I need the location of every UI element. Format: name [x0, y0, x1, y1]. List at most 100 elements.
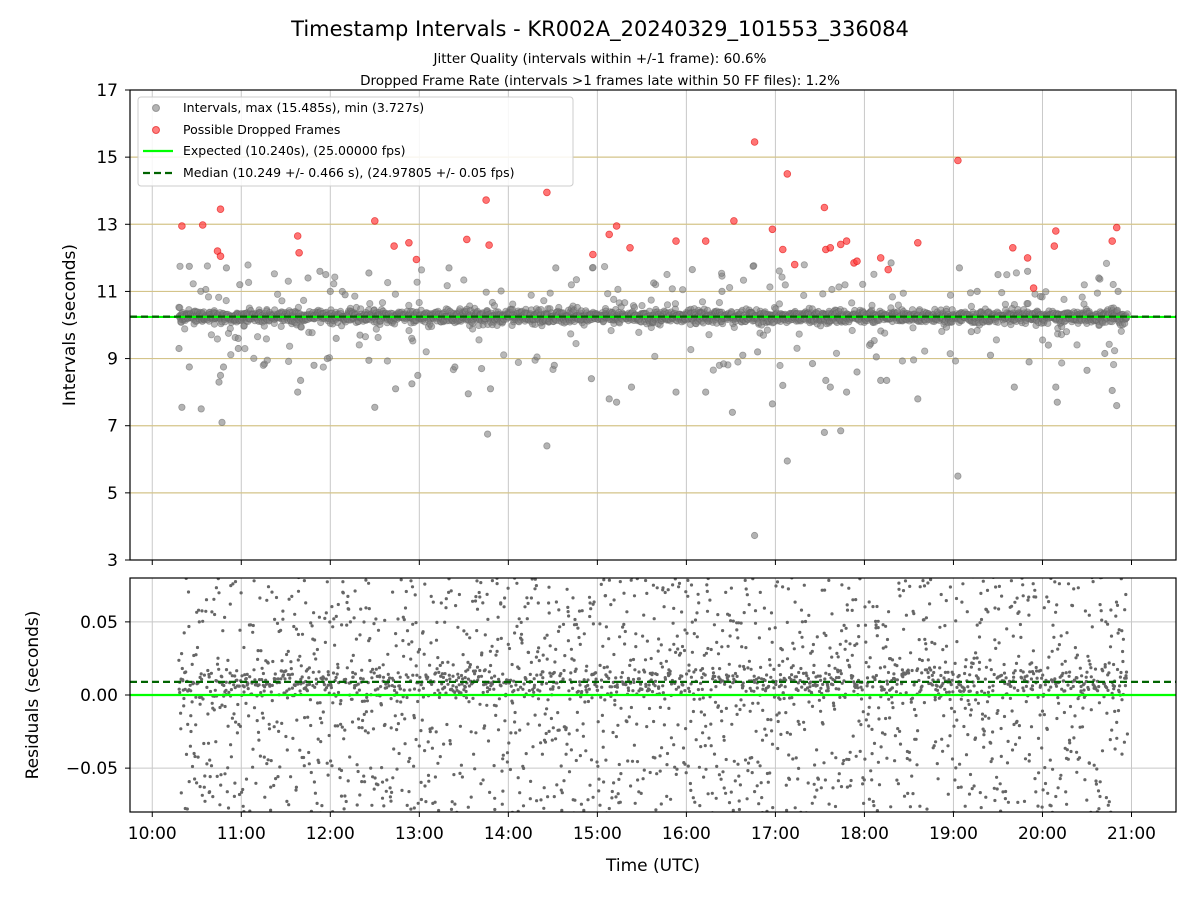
residual-point — [351, 675, 355, 679]
residual-point — [876, 619, 880, 623]
residual-point — [431, 600, 435, 604]
residual-point — [659, 661, 663, 666]
residual-point — [656, 649, 660, 653]
residual-point — [229, 755, 233, 759]
residual-point — [871, 605, 875, 609]
interval-point — [909, 356, 918, 364]
interval-outlier-point — [414, 371, 422, 379]
residual-point — [256, 657, 260, 662]
residual-point — [501, 757, 505, 761]
residual-point — [232, 683, 236, 687]
residual-point — [710, 791, 714, 795]
residual-point — [632, 743, 637, 747]
interval-outlier-point — [808, 359, 817, 368]
residual-point — [612, 598, 616, 602]
residual-point — [222, 683, 226, 688]
dropped-frame-point — [876, 254, 885, 262]
residual-point — [854, 754, 858, 758]
residual-point — [705, 609, 710, 613]
residual-point — [338, 702, 342, 706]
residual-point — [203, 774, 207, 778]
residual-point — [774, 682, 778, 687]
residual-point — [513, 631, 517, 635]
residual-point — [566, 605, 570, 610]
residual-point — [370, 709, 374, 713]
residual-point — [390, 790, 394, 795]
residual-point — [407, 790, 411, 794]
interval-point — [1078, 293, 1086, 301]
residual-point — [356, 717, 361, 721]
residual-point — [635, 760, 640, 764]
residual-point — [597, 789, 601, 793]
residual-point — [365, 695, 369, 700]
residual-point — [865, 684, 869, 688]
residual-point — [885, 756, 889, 760]
residual-point — [195, 610, 199, 614]
residual-point — [767, 684, 771, 689]
residual-point — [307, 750, 311, 755]
interval-outlier-point — [702, 388, 710, 396]
residual-point — [911, 792, 915, 796]
residual-point — [378, 675, 382, 679]
residual-point — [890, 701, 894, 705]
dropped-frame-point — [178, 222, 186, 230]
interval-point — [408, 334, 416, 342]
residual-point — [837, 687, 841, 691]
residual-point — [388, 795, 392, 799]
residual-point — [843, 695, 847, 700]
residual-point — [690, 620, 694, 624]
residual-point — [901, 675, 905, 679]
residual-point — [595, 688, 599, 692]
residual-point — [796, 719, 800, 724]
residual-point — [544, 681, 549, 686]
residual-point — [709, 744, 713, 748]
residual-point — [244, 677, 248, 681]
residual-point — [535, 799, 539, 803]
chart-subtitle-jitter: Jitter Quality (intervals within +/-1 fr… — [433, 51, 767, 67]
residual-point — [424, 800, 428, 804]
residual-point — [218, 705, 222, 710]
interval-point — [967, 302, 976, 310]
residual-point — [393, 714, 397, 718]
residual-point — [629, 784, 633, 788]
residual-point — [681, 746, 686, 750]
residual-point — [548, 644, 552, 648]
residual-point — [423, 749, 427, 753]
residual-point — [285, 652, 289, 657]
residual-point — [848, 665, 852, 669]
legend-dropped-marker — [152, 126, 160, 134]
residual-point — [852, 689, 856, 693]
residual-point — [757, 636, 762, 640]
residual-point — [533, 713, 537, 717]
residual-point — [540, 752, 545, 756]
residual-point — [465, 632, 469, 636]
residual-point — [357, 726, 361, 730]
residual-point — [202, 673, 206, 677]
intervals-ytick-label-7: 17 — [96, 81, 118, 101]
interval-point — [671, 300, 680, 308]
residual-point — [514, 731, 518, 735]
residual-point — [256, 649, 260, 653]
residual-point — [742, 667, 747, 671]
residual-point — [273, 672, 277, 676]
interval-point — [589, 263, 597, 272]
residual-point — [674, 772, 678, 777]
residual-point — [618, 800, 622, 804]
residual-point — [198, 785, 202, 789]
residual-point — [445, 722, 449, 727]
residual-point — [769, 611, 774, 615]
residual-point — [746, 769, 750, 773]
residual-point — [921, 579, 925, 583]
interval-point — [294, 303, 302, 311]
residual-point — [505, 760, 509, 764]
residual-point — [497, 697, 501, 701]
dropped-frame-point — [390, 242, 398, 250]
residual-point — [473, 669, 477, 673]
residual-point — [755, 784, 759, 788]
residual-point — [403, 717, 407, 721]
residual-point — [281, 673, 285, 677]
residual-point — [845, 603, 849, 607]
residual-point — [650, 671, 655, 675]
residual-point — [571, 596, 575, 600]
dropped-frame-point — [1023, 254, 1032, 262]
